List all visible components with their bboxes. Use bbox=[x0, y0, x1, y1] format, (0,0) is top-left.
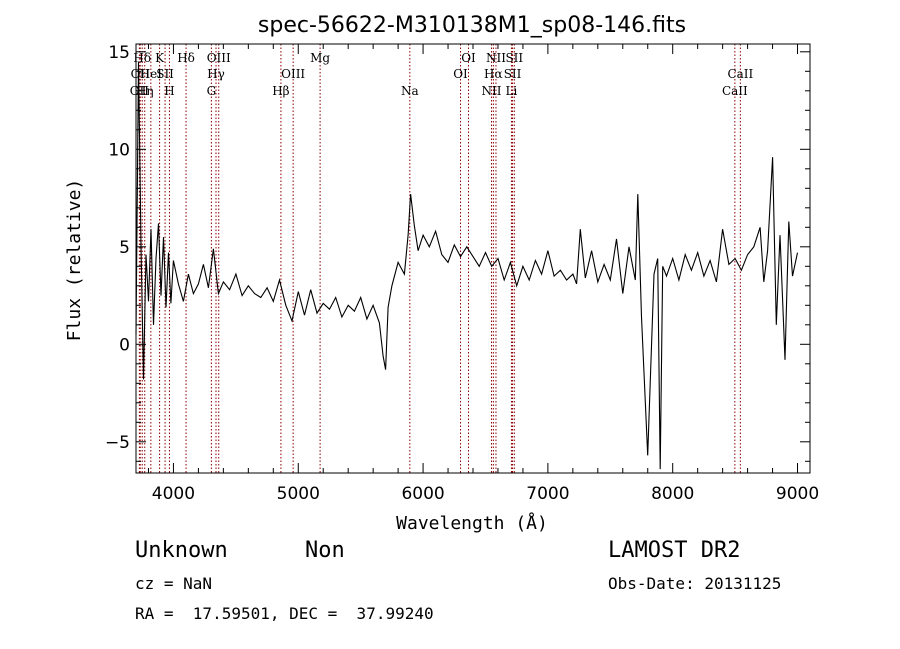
spectral-line-label: OIII bbox=[281, 67, 305, 81]
plot-frame bbox=[135, 43, 811, 474]
spectral-line-label: Hβ bbox=[272, 84, 289, 98]
spectral-line-label: H bbox=[164, 84, 174, 98]
spectral-line-label: OII bbox=[131, 67, 151, 81]
spectral-line-label: Na bbox=[401, 84, 419, 98]
spectral-line-label: Hδ bbox=[177, 51, 195, 65]
x-tick-label: 4000 bbox=[152, 484, 195, 504]
x-tick-label: 9000 bbox=[776, 484, 819, 504]
spectral-line-markers bbox=[138, 44, 741, 473]
spectral-line-label: Hδ bbox=[133, 51, 151, 65]
spectral-line-label: NII bbox=[481, 84, 501, 98]
spectral-line-label: Hα bbox=[484, 67, 503, 81]
object-subclass: Non bbox=[305, 538, 345, 563]
x-tick-label: 5000 bbox=[277, 484, 320, 504]
x-axis-title: Wavelength (Å) bbox=[396, 512, 548, 534]
spectral-line-label: Li bbox=[506, 84, 518, 98]
spectral-line-label: G bbox=[207, 84, 217, 98]
spectral-line-label: K bbox=[155, 51, 165, 65]
spectral-line-label: HeI bbox=[140, 67, 163, 81]
spectral-line-label: Hη bbox=[136, 84, 154, 98]
object-class: Unknown bbox=[135, 538, 228, 563]
x-tick-label: 6000 bbox=[401, 484, 444, 504]
survey-name: LAMOST DR2 bbox=[608, 538, 741, 563]
x-tick-label: 8000 bbox=[651, 484, 694, 504]
spectral-line-label: OI bbox=[453, 67, 468, 81]
x-tick-label: 7000 bbox=[526, 484, 569, 504]
observation-date: Obs-Date: 20131125 bbox=[608, 574, 782, 593]
spectral-line-labels: OIIOIIHδHηHeIKSIIHHδGHγOIIIHβOIIIMgNaOIO… bbox=[130, 51, 754, 98]
spectral-line-label: SII bbox=[504, 67, 522, 81]
spectral-line-label: OI bbox=[461, 51, 476, 65]
spectrum-series bbox=[135, 61, 799, 470]
spectral-line-label: CaII bbox=[727, 67, 753, 81]
spectral-line-label: Mg bbox=[310, 51, 330, 65]
coordinates: RA = 17.59501, DEC = 37.99240 bbox=[135, 604, 434, 623]
spectral-line-label: NII bbox=[486, 51, 506, 65]
spectral-line-label: OIII bbox=[207, 51, 231, 65]
chart-title: spec-56622-M310138M1_sp08-146.fits bbox=[258, 13, 686, 38]
y-tick-label: 5 bbox=[119, 238, 130, 258]
spectral-line-label: SII bbox=[505, 51, 523, 65]
y-tick-label: −5 bbox=[105, 433, 130, 453]
y-tick-label: 10 bbox=[108, 140, 130, 160]
spectral-line-label: Hγ bbox=[207, 67, 225, 81]
redshift-value: cz = NaN bbox=[135, 574, 213, 593]
y-tick-label: 0 bbox=[119, 335, 130, 355]
y-axis-title: Flux (relative) bbox=[64, 179, 85, 342]
spectral-line-label: SII bbox=[156, 67, 174, 81]
axis-ticks: 4000 5000 6000 7000 8000 9000 −5 0 5 10 15 bbox=[105, 43, 819, 504]
y-tick-label: 15 bbox=[108, 43, 130, 63]
spectral-line-label: CaII bbox=[722, 84, 748, 98]
